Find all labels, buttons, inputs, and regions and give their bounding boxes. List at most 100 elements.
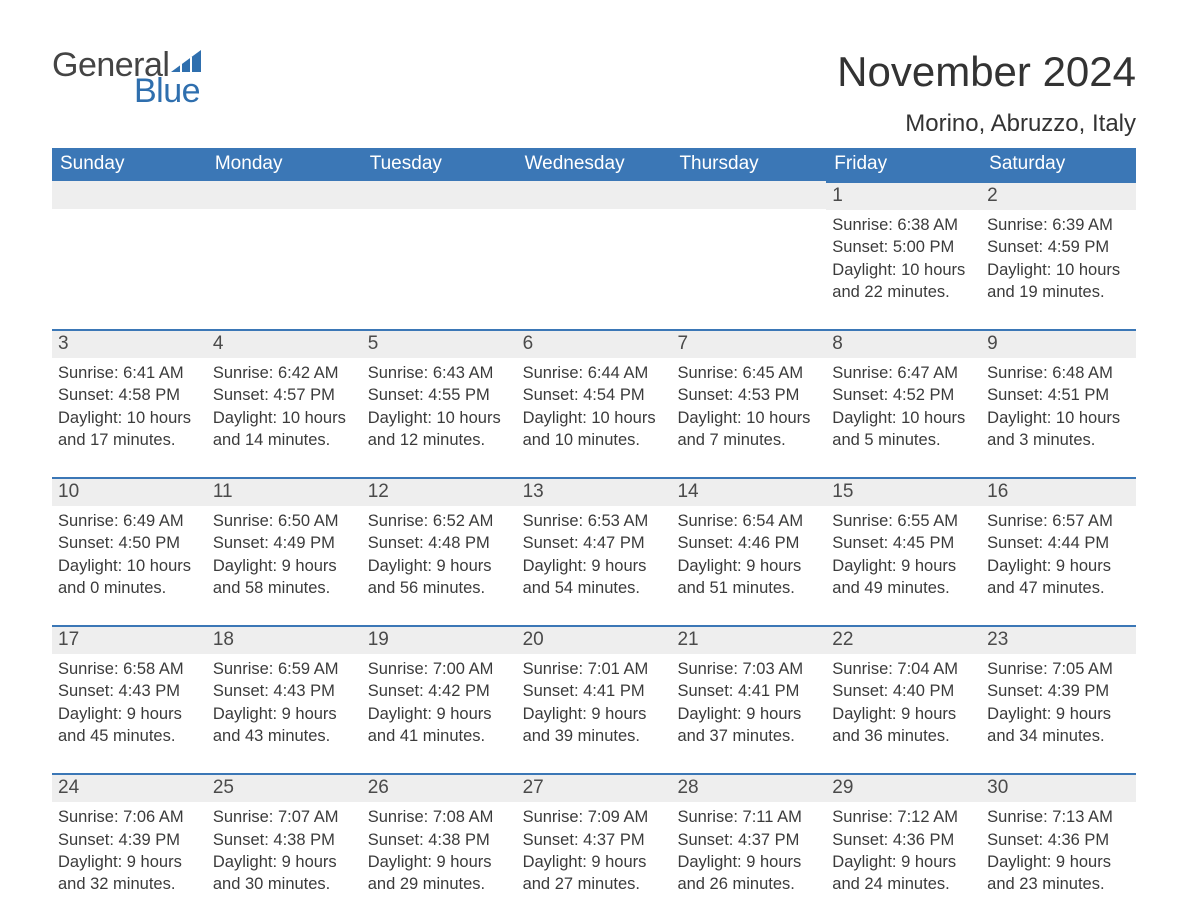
sunset-text: Sunset: 4:50 PM <box>58 532 201 554</box>
day-details: Sunrise: 6:39 AMSunset: 4:59 PMDaylight:… <box>981 210 1136 329</box>
daylight-text: Daylight: 9 hours and 43 minutes. <box>213 703 356 748</box>
daylight-text: Daylight: 9 hours and 30 minutes. <box>213 851 356 896</box>
sunset-text: Sunset: 4:39 PM <box>987 680 1130 702</box>
sunrise-text: Sunrise: 6:55 AM <box>832 510 975 532</box>
daylight-text: Daylight: 9 hours and 58 minutes. <box>213 555 356 600</box>
sunset-text: Sunset: 4:42 PM <box>368 680 511 702</box>
day-cell: 10Sunrise: 6:49 AMSunset: 4:50 PMDayligh… <box>52 477 207 625</box>
daylight-text: Daylight: 9 hours and 29 minutes. <box>368 851 511 896</box>
day-details: Sunrise: 6:38 AMSunset: 5:00 PMDaylight:… <box>826 210 981 329</box>
dow-cell: Sunday <box>52 148 207 181</box>
day-cell: 26Sunrise: 7:08 AMSunset: 4:38 PMDayligh… <box>362 773 517 921</box>
day-number: 2 <box>981 181 1136 210</box>
day-cell: 6Sunrise: 6:44 AMSunset: 4:54 PMDaylight… <box>517 329 672 477</box>
daylight-text: Daylight: 9 hours and 45 minutes. <box>58 703 201 748</box>
day-cell: 30Sunrise: 7:13 AMSunset: 4:36 PMDayligh… <box>981 773 1136 921</box>
sunset-text: Sunset: 4:36 PM <box>987 829 1130 851</box>
sunrise-text: Sunrise: 6:50 AM <box>213 510 356 532</box>
day-cell <box>207 181 362 329</box>
day-details: Sunrise: 6:44 AMSunset: 4:54 PMDaylight:… <box>517 358 672 477</box>
day-number: 28 <box>671 773 826 802</box>
day-number: 10 <box>52 477 207 506</box>
day-details: Sunrise: 7:00 AMSunset: 4:42 PMDaylight:… <box>362 654 517 773</box>
daylight-text: Daylight: 10 hours and 5 minutes. <box>832 407 975 452</box>
sunset-text: Sunset: 4:57 PM <box>213 384 356 406</box>
day-number: 7 <box>671 329 826 358</box>
day-details: Sunrise: 7:09 AMSunset: 4:37 PMDaylight:… <box>517 802 672 921</box>
day-details: Sunrise: 6:55 AMSunset: 4:45 PMDaylight:… <box>826 506 981 625</box>
day-cell: 15Sunrise: 6:55 AMSunset: 4:45 PMDayligh… <box>826 477 981 625</box>
sunrise-text: Sunrise: 7:08 AM <box>368 806 511 828</box>
day-number: 11 <box>207 477 362 506</box>
day-details: Sunrise: 7:07 AMSunset: 4:38 PMDaylight:… <box>207 802 362 921</box>
day-cell: 5Sunrise: 6:43 AMSunset: 4:55 PMDaylight… <box>362 329 517 477</box>
dow-cell: Wednesday <box>517 148 672 181</box>
day-cell: 19Sunrise: 7:00 AMSunset: 4:42 PMDayligh… <box>362 625 517 773</box>
sunset-text: Sunset: 4:43 PM <box>58 680 201 702</box>
sunrise-text: Sunrise: 6:42 AM <box>213 362 356 384</box>
day-cell: 29Sunrise: 7:12 AMSunset: 4:36 PMDayligh… <box>826 773 981 921</box>
daylight-text: Daylight: 10 hours and 22 minutes. <box>832 259 975 304</box>
day-details: Sunrise: 6:41 AMSunset: 4:58 PMDaylight:… <box>52 358 207 477</box>
page-header: General Blue November 2024 Morino, Abruz… <box>52 48 1136 138</box>
day-cell: 2Sunrise: 6:39 AMSunset: 4:59 PMDaylight… <box>981 181 1136 329</box>
day-cell <box>52 181 207 329</box>
dow-cell: Saturday <box>981 148 1136 181</box>
sunrise-text: Sunrise: 6:38 AM <box>832 214 975 236</box>
daylight-text: Daylight: 9 hours and 54 minutes. <box>523 555 666 600</box>
daylight-text: Daylight: 10 hours and 12 minutes. <box>368 407 511 452</box>
day-number: 29 <box>826 773 981 802</box>
day-number: 9 <box>981 329 1136 358</box>
brand-logo: General Blue <box>52 48 201 108</box>
daylight-text: Daylight: 9 hours and 39 minutes. <box>523 703 666 748</box>
day-cell: 9Sunrise: 6:48 AMSunset: 4:51 PMDaylight… <box>981 329 1136 477</box>
sunset-text: Sunset: 4:53 PM <box>677 384 820 406</box>
sunset-text: Sunset: 4:36 PM <box>832 829 975 851</box>
daylight-text: Daylight: 9 hours and 32 minutes. <box>58 851 201 896</box>
day-of-week-header: SundayMondayTuesdayWednesdayThursdayFrid… <box>52 148 1136 181</box>
sunset-text: Sunset: 4:52 PM <box>832 384 975 406</box>
day-details: Sunrise: 6:43 AMSunset: 4:55 PMDaylight:… <box>362 358 517 477</box>
day-cell: 4Sunrise: 6:42 AMSunset: 4:57 PMDaylight… <box>207 329 362 477</box>
calendar: SundayMondayTuesdayWednesdayThursdayFrid… <box>52 148 1136 921</box>
day-number: 1 <box>826 181 981 210</box>
day-number: 27 <box>517 773 672 802</box>
day-details: Sunrise: 6:49 AMSunset: 4:50 PMDaylight:… <box>52 506 207 625</box>
day-number: 25 <box>207 773 362 802</box>
sunrise-text: Sunrise: 6:58 AM <box>58 658 201 680</box>
daylight-text: Daylight: 9 hours and 51 minutes. <box>677 555 820 600</box>
daylight-text: Daylight: 9 hours and 24 minutes. <box>832 851 975 896</box>
empty-day-body <box>671 209 826 309</box>
sunrise-text: Sunrise: 7:06 AM <box>58 806 201 828</box>
daylight-text: Daylight: 10 hours and 14 minutes. <box>213 407 356 452</box>
day-details: Sunrise: 7:08 AMSunset: 4:38 PMDaylight:… <box>362 802 517 921</box>
day-details: Sunrise: 6:57 AMSunset: 4:44 PMDaylight:… <box>981 506 1136 625</box>
day-cell: 27Sunrise: 7:09 AMSunset: 4:37 PMDayligh… <box>517 773 672 921</box>
empty-day-body <box>517 209 672 309</box>
week-row: 10Sunrise: 6:49 AMSunset: 4:50 PMDayligh… <box>52 477 1136 625</box>
day-number: 20 <box>517 625 672 654</box>
daylight-text: Daylight: 9 hours and 23 minutes. <box>987 851 1130 896</box>
empty-day-bar <box>207 181 362 209</box>
dow-cell: Thursday <box>671 148 826 181</box>
sunset-text: Sunset: 4:40 PM <box>832 680 975 702</box>
daylight-text: Daylight: 10 hours and 3 minutes. <box>987 407 1130 452</box>
empty-day-bar <box>52 181 207 209</box>
day-number: 5 <box>362 329 517 358</box>
sunrise-text: Sunrise: 6:59 AM <box>213 658 356 680</box>
empty-day-bar <box>362 181 517 209</box>
day-cell: 1Sunrise: 6:38 AMSunset: 5:00 PMDaylight… <box>826 181 981 329</box>
day-cell: 21Sunrise: 7:03 AMSunset: 4:41 PMDayligh… <box>671 625 826 773</box>
day-cell: 13Sunrise: 6:53 AMSunset: 4:47 PMDayligh… <box>517 477 672 625</box>
day-number: 12 <box>362 477 517 506</box>
day-cell: 22Sunrise: 7:04 AMSunset: 4:40 PMDayligh… <box>826 625 981 773</box>
empty-day-body <box>362 209 517 309</box>
dow-cell: Monday <box>207 148 362 181</box>
sunrise-text: Sunrise: 7:11 AM <box>677 806 820 828</box>
day-number: 16 <box>981 477 1136 506</box>
sunrise-text: Sunrise: 6:45 AM <box>677 362 820 384</box>
week-row: 1Sunrise: 6:38 AMSunset: 5:00 PMDaylight… <box>52 181 1136 329</box>
day-details: Sunrise: 7:01 AMSunset: 4:41 PMDaylight:… <box>517 654 672 773</box>
sunset-text: Sunset: 4:37 PM <box>677 829 820 851</box>
sunset-text: Sunset: 4:51 PM <box>987 384 1130 406</box>
